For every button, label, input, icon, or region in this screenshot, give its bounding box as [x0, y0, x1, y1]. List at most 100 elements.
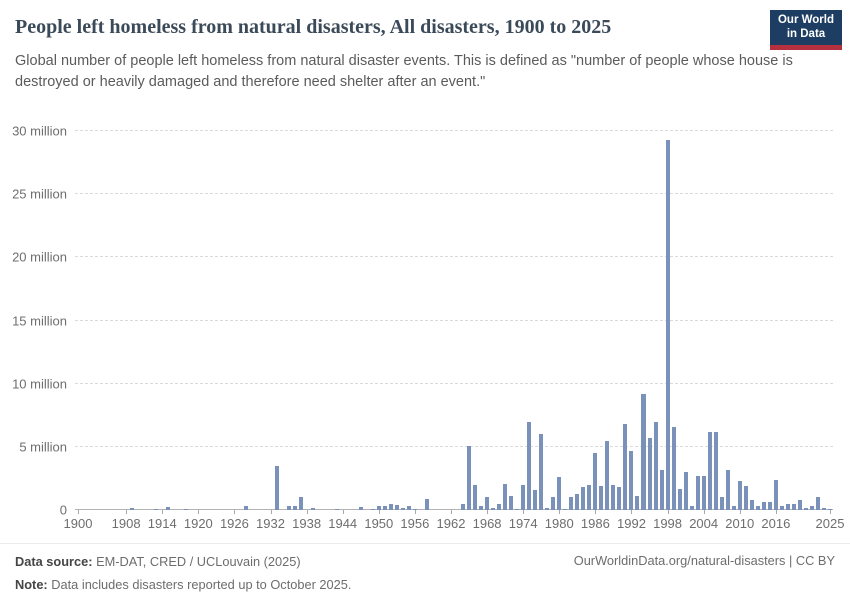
bar-2007[interactable]: [719, 496, 724, 510]
bar-1952[interactable]: [388, 503, 393, 510]
bar-1984[interactable]: [581, 487, 586, 510]
bar-2001[interactable]: [683, 472, 688, 510]
bar-1966[interactable]: [473, 484, 478, 510]
bar-2014[interactable]: [761, 502, 766, 510]
bar-1983[interactable]: [575, 494, 580, 510]
bar-2003[interactable]: [695, 475, 700, 510]
bar-2010[interactable]: [737, 480, 742, 510]
bar-1958[interactable]: [424, 499, 429, 510]
bar-1964[interactable]: [461, 504, 466, 510]
gridline-5m: 5 million: [19, 439, 833, 454]
bar-2025[interactable]: [827, 509, 832, 510]
bar-1918[interactable]: [184, 509, 189, 510]
bar-1982[interactable]: [569, 497, 574, 510]
bar-1985[interactable]: [587, 484, 592, 510]
bar-2004[interactable]: [701, 475, 706, 510]
bar-1971[interactable]: [503, 483, 508, 510]
bar-1994[interactable]: [641, 393, 646, 510]
x-axis-label-1944: 1944: [328, 516, 358, 531]
x-tick-1992: [631, 510, 633, 514]
bar-2017[interactable]: [779, 505, 784, 510]
bar-2002[interactable]: [689, 506, 694, 510]
x-tick-2010: [739, 510, 741, 514]
bar-1991[interactable]: [623, 424, 628, 510]
bar-2006[interactable]: [713, 431, 718, 510]
bar-2013[interactable]: [755, 506, 760, 510]
bar-2020[interactable]: [797, 499, 802, 510]
bar-2012[interactable]: [749, 499, 754, 510]
bar-1967[interactable]: [479, 505, 484, 510]
bar-1974[interactable]: [521, 484, 526, 510]
bar-1997[interactable]: [659, 469, 664, 510]
bar-2022[interactable]: [809, 505, 814, 510]
bar-1933[interactable]: [274, 466, 279, 510]
bar-1995[interactable]: [647, 438, 652, 510]
bar-1975[interactable]: [527, 421, 532, 510]
bar-2018[interactable]: [785, 503, 790, 510]
bar-1989[interactable]: [611, 484, 616, 510]
bar-1928[interactable]: [244, 506, 249, 510]
bar-1915[interactable]: [166, 506, 171, 510]
bar-1951[interactable]: [382, 506, 387, 510]
bar-1965[interactable]: [467, 445, 472, 510]
bar-1943[interactable]: [334, 508, 339, 510]
bar-2021[interactable]: [803, 507, 808, 510]
bar-1939[interactable]: [310, 507, 315, 510]
bar-2011[interactable]: [743, 486, 748, 510]
x-tick-1920: [198, 510, 200, 514]
bar-1913[interactable]: [154, 509, 159, 510]
bar-1937[interactable]: [298, 497, 303, 510]
x-axis-label-1914: 1914: [147, 516, 177, 531]
x-axis-label-1992: 1992: [617, 516, 646, 531]
bar-1988[interactable]: [605, 440, 610, 510]
bar-1935[interactable]: [286, 506, 291, 510]
bar-1956[interactable]: [412, 508, 417, 510]
bar-1976[interactable]: [533, 489, 538, 510]
bar-1980[interactable]: [557, 477, 562, 510]
bar-1936[interactable]: [292, 505, 297, 510]
bar-1999[interactable]: [671, 426, 676, 510]
bar-2024[interactable]: [821, 508, 826, 510]
bar-1990[interactable]: [617, 487, 622, 510]
bar-2008[interactable]: [725, 469, 730, 510]
bar-1978[interactable]: [545, 507, 550, 510]
bar-1969[interactable]: [491, 507, 496, 510]
citation-link[interactable]: OurWorldinData.org/natural-disasters | C…: [573, 553, 835, 568]
bar-1949[interactable]: [370, 509, 375, 510]
bar-1979[interactable]: [551, 496, 556, 510]
bar-2009[interactable]: [731, 506, 736, 510]
x-tick-1998: [667, 510, 669, 514]
bar-1955[interactable]: [406, 505, 411, 510]
bar-1977[interactable]: [539, 434, 544, 510]
bar-1947[interactable]: [358, 507, 363, 510]
bar-1992[interactable]: [629, 450, 634, 510]
bar-1981[interactable]: [563, 508, 568, 510]
bar-1996[interactable]: [653, 421, 658, 510]
x-axis-label-1950: 1950: [364, 516, 394, 531]
bar-1972[interactable]: [509, 496, 514, 510]
bar-2019[interactable]: [791, 504, 796, 510]
x-axis-label-1932: 1932: [256, 516, 285, 531]
bar-1950[interactable]: [376, 505, 381, 510]
bar-1993[interactable]: [635, 496, 640, 510]
y-axis-label-20: 20 million: [12, 249, 67, 265]
bar-2023[interactable]: [815, 497, 820, 510]
bar-2005[interactable]: [707, 431, 712, 510]
x-tick-1956: [414, 510, 416, 514]
bar-1973[interactable]: [515, 508, 520, 510]
x-tick-1962: [450, 510, 452, 514]
bar-1953[interactable]: [394, 504, 399, 510]
bar-chart-plot-area: 0 5 million 10 million 15 million 20 million…: [12, 124, 844, 532]
bar-1986[interactable]: [593, 453, 598, 510]
bar-1998[interactable]: [665, 139, 670, 510]
bar-2000[interactable]: [677, 488, 682, 510]
x-tick-1938: [306, 510, 308, 514]
bar-1970[interactable]: [497, 504, 502, 510]
bar-1909[interactable]: [130, 508, 135, 510]
bar-1954[interactable]: [400, 507, 405, 510]
chart-footer: Data source: EM-DAT, CRED / UCLouvain (2…: [0, 543, 850, 600]
bar-2015[interactable]: [767, 501, 772, 510]
bar-1968[interactable]: [485, 497, 490, 510]
bar-1987[interactable]: [599, 486, 604, 510]
bar-2016[interactable]: [773, 479, 778, 510]
